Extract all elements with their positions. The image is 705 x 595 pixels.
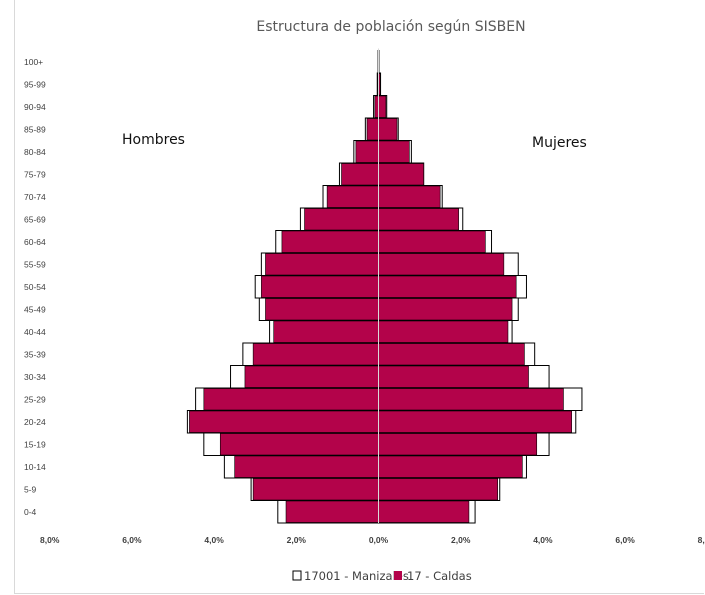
- age-group-label: 25-29: [24, 394, 46, 404]
- age-group-label: 50-54: [24, 282, 46, 292]
- bar-caldas-mujeres-10-14: [378, 455, 523, 478]
- bar-caldas-mujeres-0-4: [378, 500, 470, 523]
- bar-caldas-mujeres-85-89: [378, 118, 398, 141]
- age-group-label: 95-99: [24, 79, 46, 89]
- age-group-label: 80-84: [24, 147, 46, 157]
- bar-caldas-hombres-10-14: [234, 455, 379, 478]
- age-group-label: 75-79: [24, 169, 46, 179]
- bar-caldas-hombres-30-34: [244, 365, 379, 388]
- age-group-label: 100+: [24, 57, 43, 67]
- age-group-labels: 0-4 5-9 10-14 15-19 20-24 25-29 30-34 35-39 40-4…: [24, 57, 46, 517]
- bar-caldas-mujeres-25-29: [378, 388, 564, 411]
- bar-caldas-hombres-45-49: [265, 298, 379, 321]
- women-label: Mujeres: [532, 135, 587, 151]
- age-group-label: 55-59: [24, 259, 46, 269]
- age-group-label: 60-64: [24, 237, 46, 247]
- bar-caldas-hombres-5-9: [252, 478, 379, 501]
- x-tick-label: 6,0%: [122, 535, 142, 545]
- legend-label-manizales: 17001 - Manizales: [304, 569, 409, 583]
- x-tick-label: 8,0%: [698, 535, 705, 545]
- x-tick-label: 2,0%: [287, 535, 307, 545]
- bar-caldas-hombres-50-54: [261, 275, 379, 298]
- bar-caldas-mujeres-15-19: [378, 433, 538, 456]
- bar-caldas-hombres-70-74: [326, 185, 379, 208]
- age-group-label: 35-39: [24, 349, 46, 359]
- bar-caldas-mujeres-55-59: [378, 253, 505, 276]
- bar-caldas-mujeres-45-49: [378, 298, 513, 321]
- chart-frame: [14, 0, 704, 594]
- bar-caldas-hombres-85-89: [366, 118, 379, 141]
- bar-caldas-mujeres-20-24: [378, 410, 572, 433]
- x-tick-label: 2,0%: [451, 535, 471, 545]
- bar-caldas-hombres-0-4: [285, 500, 379, 523]
- bar-caldas-mujeres-50-54: [378, 275, 517, 298]
- age-group-label: 70-74: [24, 192, 46, 202]
- bar-caldas-mujeres-80-84: [378, 140, 410, 163]
- bar-caldas-mujeres-40-44: [378, 320, 509, 343]
- x-tick-label: 6,0%: [615, 535, 635, 545]
- age-group-label: 20-24: [24, 417, 46, 427]
- bar-caldas-hombres-15-19: [219, 433, 379, 456]
- bar-caldas-hombres-75-79: [341, 163, 379, 186]
- bar-caldas-mujeres-35-39: [378, 343, 525, 366]
- age-group-label: 0-4: [24, 507, 37, 517]
- age-group-label: 10-14: [24, 462, 46, 472]
- x-tick-label: 4,0%: [533, 535, 553, 545]
- caldas-series: [189, 50, 572, 523]
- age-group-label: 85-89: [24, 124, 46, 134]
- x-axis-tick-labels: 8,0% 6,0% 4,0% 2,0% 0,0% 2,0% 4,0% 6,0% 8,0%: [40, 535, 705, 545]
- age-group-label: 65-69: [24, 214, 46, 224]
- bar-caldas-hombres-80-84: [355, 140, 379, 163]
- legend-swatch-manizales: [292, 570, 302, 581]
- legend-label-caldas: 17 - Caldas: [407, 569, 472, 583]
- bar-caldas-mujeres-75-79: [378, 163, 425, 186]
- x-tick-label: 0,0%: [369, 535, 389, 545]
- age-group-label: 15-19: [24, 439, 46, 449]
- bar-caldas-mujeres-90-94: [378, 95, 387, 118]
- legend-swatch-caldas: [394, 571, 402, 580]
- bar-caldas-mujeres-60-64: [378, 230, 486, 253]
- bar-caldas-hombres-65-69: [304, 208, 379, 231]
- age-group-label: 40-44: [24, 327, 46, 337]
- x-tick-label: 8,0%: [40, 535, 60, 545]
- age-group-label: 45-49: [24, 304, 46, 314]
- bar-caldas-mujeres-30-34: [378, 365, 529, 388]
- men-label: Hombres: [122, 132, 185, 148]
- bar-caldas-mujeres-70-74: [378, 185, 441, 208]
- bar-caldas-hombres-20-24: [189, 410, 379, 433]
- bar-caldas-mujeres-5-9: [378, 478, 498, 501]
- bar-caldas-hombres-55-59: [265, 253, 379, 276]
- bar-caldas-hombres-90-94: [374, 95, 379, 118]
- age-group-label: 90-94: [24, 102, 46, 112]
- legend: 17001 - Manizales 17 - Caldas: [292, 569, 472, 583]
- bar-caldas-hombres-25-29: [203, 388, 379, 411]
- age-group-label: 30-34: [24, 372, 46, 382]
- bar-caldas-hombres-35-39: [252, 343, 379, 366]
- chart-title: Estructura de población según SISBEN: [256, 19, 525, 35]
- x-tick-label: 4,0%: [204, 535, 224, 545]
- bar-caldas-hombres-40-44: [273, 320, 379, 343]
- bar-caldas-mujeres-65-69: [378, 208, 459, 231]
- age-group-label: 5-9: [24, 484, 37, 494]
- bar-caldas-hombres-60-64: [281, 230, 379, 253]
